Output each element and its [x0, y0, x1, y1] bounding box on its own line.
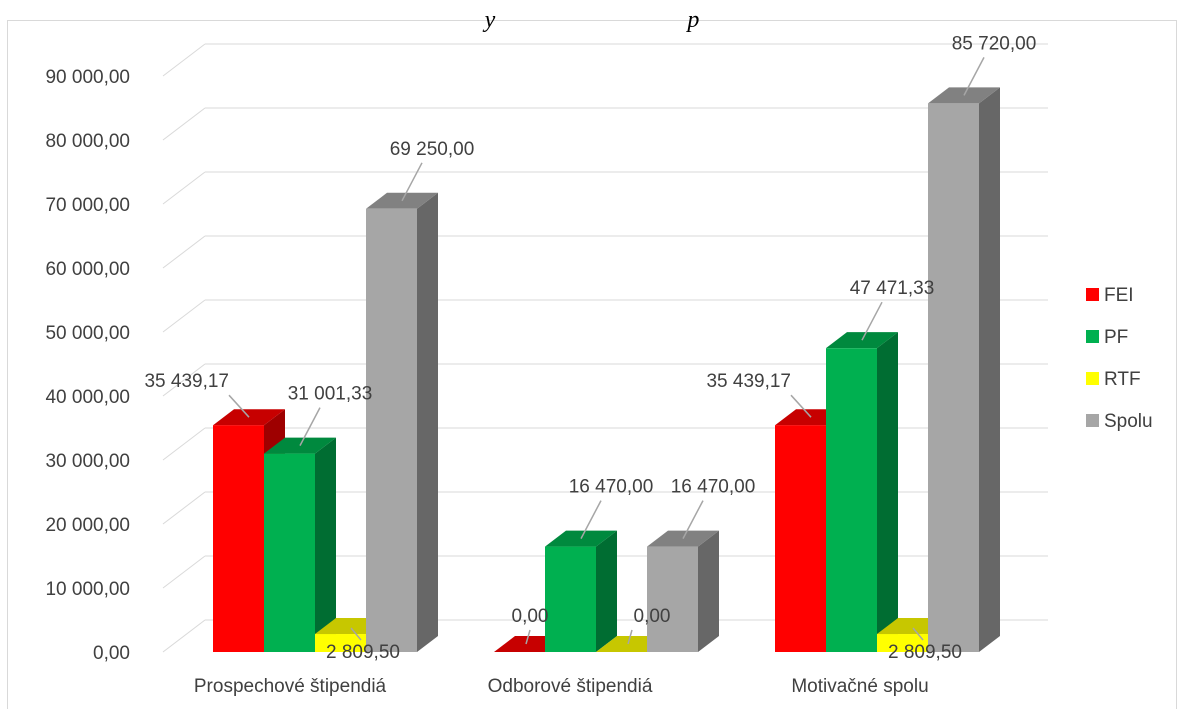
label-leader — [350, 627, 362, 641]
bars — [213, 87, 1000, 653]
label-leader — [682, 500, 704, 539]
data-label: 35 439,17 — [706, 371, 791, 392]
gridline-diagonal — [162, 299, 206, 333]
data-label: 35 439,17 — [144, 371, 229, 392]
bar-spolu — [647, 546, 698, 652]
bar-pf — [545, 546, 596, 652]
gridline-diagonal — [162, 491, 206, 525]
y-tick-label: 30 000,00 — [45, 451, 130, 472]
y-tick-label: 70 000,00 — [45, 195, 130, 216]
gridline-diagonal — [162, 427, 206, 461]
chart-title-fragment: y p — [484, 7, 700, 33]
gridlines — [162, 43, 1048, 653]
x-axis: Prospechové štipendiá Odborové štipendiá M… — [194, 676, 929, 697]
label-leader — [299, 407, 321, 446]
bar-side — [596, 530, 617, 652]
data-label: 31 001,33 — [288, 384, 373, 405]
bar-rtf — [877, 634, 928, 652]
y-tick-label: 10 000,00 — [45, 579, 130, 600]
legend-swatch — [1086, 330, 1099, 343]
bar-pf — [264, 453, 315, 652]
gridline-diagonal — [162, 107, 206, 141]
data-label: 69 250,00 — [390, 139, 475, 160]
data-label: 16 470,00 — [671, 477, 756, 498]
y-axis: 0,00 10 000,00 20 000,00 30 000,00 40 000,00… — [45, 67, 130, 664]
bar-side — [315, 437, 336, 652]
bar-spolu — [928, 103, 979, 653]
legend-label: PF — [1104, 327, 1128, 348]
chart-frame: y p — [7, 7, 1177, 709]
bar-side — [877, 332, 898, 652]
label-leader — [627, 629, 633, 645]
data-label: 2 809,50 — [326, 642, 400, 663]
data-label: 0,00 — [634, 606, 671, 627]
bar-fei — [775, 425, 826, 652]
label-leader — [963, 57, 985, 96]
gridline-diagonal — [162, 171, 206, 205]
gridline-diagonal — [162, 235, 206, 269]
bar-fei — [213, 425, 264, 652]
data-label: 16 470,00 — [569, 477, 654, 498]
bar-side — [698, 530, 719, 652]
y-tick-label: 40 000,00 — [45, 387, 130, 408]
label-leader — [580, 500, 602, 539]
legend-label: RTF — [1104, 369, 1141, 390]
bar-side — [417, 192, 438, 653]
y-tick-label: 60 000,00 — [45, 259, 130, 280]
data-label: 85 720,00 — [952, 33, 1037, 54]
y-tick-label: 80 000,00 — [45, 131, 130, 152]
legend-label: FEI — [1104, 285, 1134, 306]
data-labels: 35 439,17 0,00 35 439,17 31 001,33 16 470,00… — [144, 33, 1036, 663]
label-leader — [861, 301, 883, 341]
bar-side — [979, 87, 1000, 653]
bar-rtf — [315, 634, 366, 652]
data-label: 0,00 — [512, 606, 549, 627]
category-label: Motivačné spolu — [791, 676, 928, 697]
bar-pf — [826, 348, 877, 652]
y-tick-label: 90 000,00 — [45, 67, 130, 88]
gridline-diagonal — [162, 43, 206, 77]
bar-spolu — [366, 208, 417, 653]
label-leader — [912, 627, 924, 641]
y-tick-label: 50 000,00 — [45, 323, 130, 344]
label-leader — [401, 162, 423, 202]
legend: FEI PF RTF Spolu — [1086, 285, 1153, 432]
gridline-diagonal — [162, 555, 206, 589]
label-leader — [525, 629, 531, 645]
data-label: 47 471,33 — [850, 278, 935, 299]
category-label: Prospechové štipendiá — [194, 676, 387, 697]
gridline-diagonal — [162, 363, 206, 397]
gridline-diagonal — [162, 619, 206, 653]
legend-swatch — [1086, 288, 1099, 301]
category-label: Odborové štipendiá — [488, 676, 653, 697]
label-leader — [790, 394, 812, 418]
legend-swatch — [1086, 414, 1099, 427]
y-tick-label: 0,00 — [93, 643, 130, 664]
data-label: 2 809,50 — [888, 642, 962, 663]
label-leader — [228, 394, 250, 418]
legend-swatch — [1086, 372, 1099, 385]
legend-label: Spolu — [1104, 411, 1153, 432]
y-tick-label: 20 000,00 — [45, 515, 130, 536]
